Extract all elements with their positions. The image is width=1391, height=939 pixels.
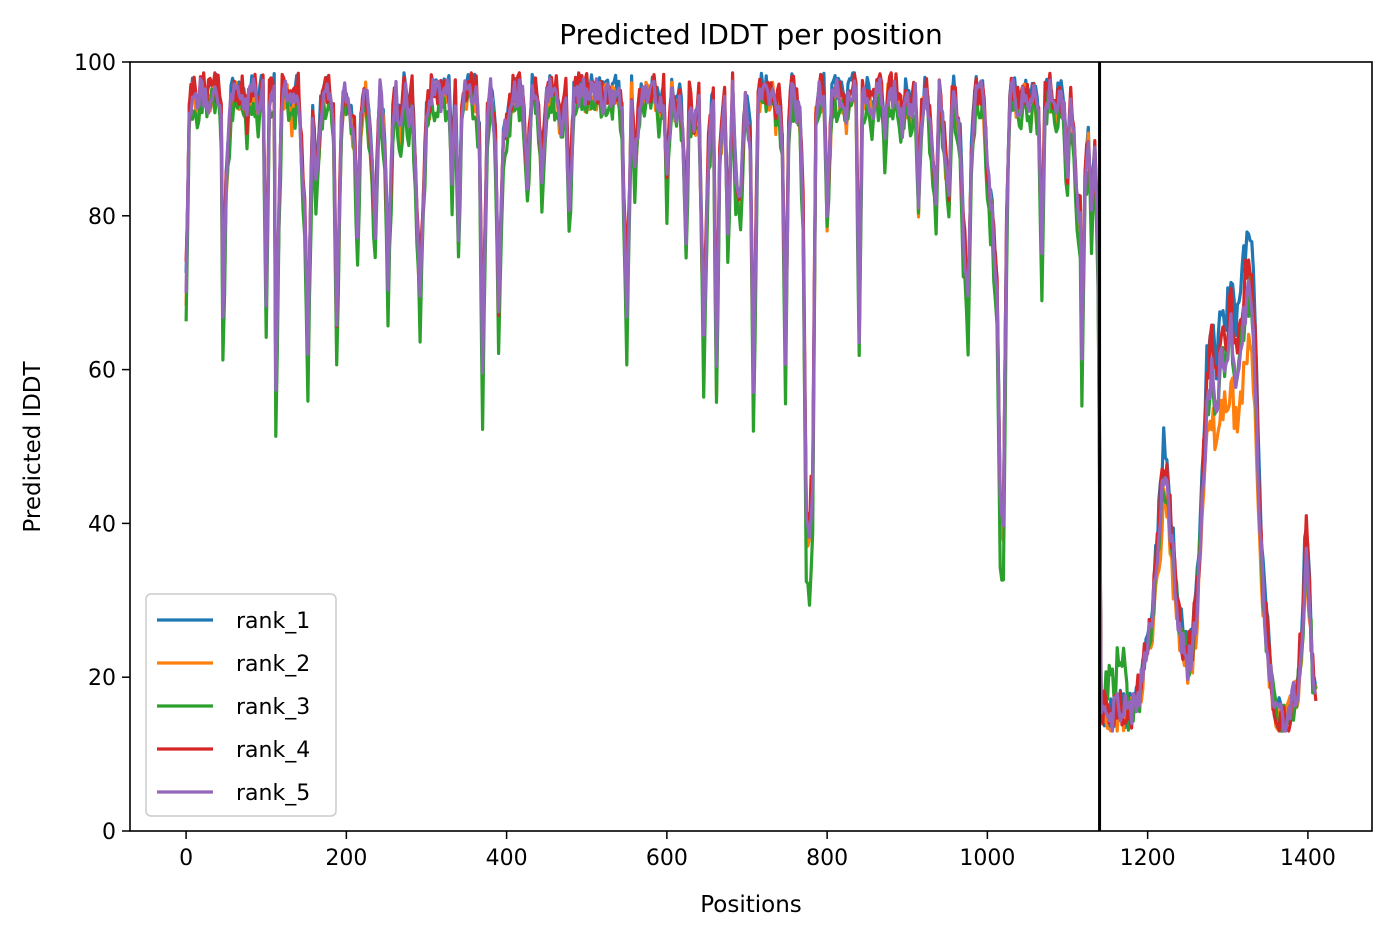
legend-label-rank-4: rank_4: [236, 738, 310, 763]
y-tick-label: 0: [102, 820, 116, 845]
x-tick-label: 800: [806, 846, 848, 871]
chart-title: Predicted lDDT per position: [559, 18, 943, 51]
x-tick-label: 0: [179, 846, 193, 871]
series-layer: [184, 71, 1318, 733]
y-axis-title: Predicted lDDT: [20, 360, 46, 532]
x-tick-label: 1400: [1280, 846, 1336, 871]
y-tick-label: 100: [74, 51, 116, 76]
legend: rank_1 rank_2 rank_3 rank_4 rank_5: [145, 593, 337, 817]
y-tick-label: 40: [88, 512, 116, 537]
legend-label-rank-2: rank_2: [236, 652, 310, 677]
plot-frame: [129, 61, 1373, 832]
y-axis-ticks: 0 20 40 60 80 100: [74, 51, 130, 845]
x-tick-label: 200: [325, 846, 367, 871]
legend-label-rank-1: rank_1: [236, 609, 310, 634]
x-tick-label: 600: [646, 846, 688, 871]
x-axis-title: Positions: [700, 892, 802, 918]
legend-frame: [145, 593, 337, 817]
y-tick-label: 80: [88, 205, 116, 230]
legend-label-rank-3: rank_3: [236, 695, 310, 720]
x-tick-label: 1200: [1120, 846, 1176, 871]
x-tick-label: 1000: [959, 846, 1015, 871]
series-line-rank-5: [184, 77, 1318, 733]
legend-label-rank-5: rank_5: [236, 781, 310, 806]
y-tick-label: 20: [88, 666, 116, 691]
y-tick-label: 60: [88, 359, 116, 384]
x-axis-ticks: 0 200 400 600 800 1000 1200 1400: [179, 831, 1336, 871]
x-tick-label: 400: [486, 846, 528, 871]
